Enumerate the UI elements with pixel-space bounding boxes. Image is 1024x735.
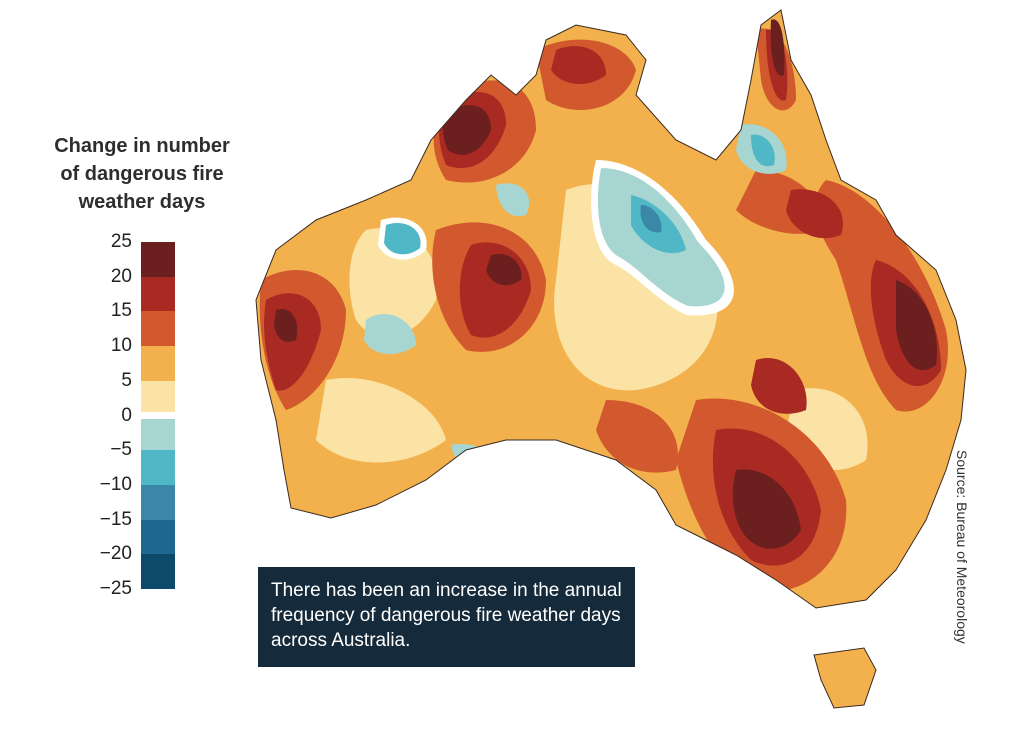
source-credit: Source: Bureau of Meteorology: [954, 450, 970, 644]
legend-tick-label: 15: [110, 300, 132, 322]
legend-swatch: [141, 276, 175, 312]
legend-tick-label: −5: [110, 439, 132, 461]
legend-swatch: [141, 412, 175, 419]
legend-swatch: [141, 450, 175, 485]
legend-tick-label: −10: [99, 473, 132, 495]
legend-tick-label: 20: [110, 265, 132, 287]
legend-color-bar: [141, 242, 175, 589]
legend-swatch: [141, 311, 175, 347]
legend-swatch: [141, 346, 175, 381]
legend-swatch: [141, 519, 175, 555]
legend-title: Change in number of dangerous fire weath…: [54, 135, 230, 213]
legend-tick-label: −25: [99, 578, 132, 599]
legend-tick-label: −15: [99, 508, 132, 530]
legend-swatch: [141, 380, 175, 413]
legend-tick-label: 10: [110, 335, 132, 357]
caption-box: There has been an increase in the annual…: [258, 567, 635, 667]
legend-swatch: [141, 418, 175, 451]
legend-tick-label: −20: [99, 543, 132, 565]
legend-swatch: [141, 242, 175, 277]
legend-swatch: [141, 484, 175, 520]
legend-tick-labels: 25 20 15 10 5 0 −5 −10 −15 −20 −25: [60, 230, 132, 600]
legend-swatch: [141, 554, 175, 589]
legend-tick-label: 0: [121, 404, 132, 426]
legend-tick-label: 25: [110, 231, 132, 252]
legend-tick-label: 5: [121, 369, 132, 391]
